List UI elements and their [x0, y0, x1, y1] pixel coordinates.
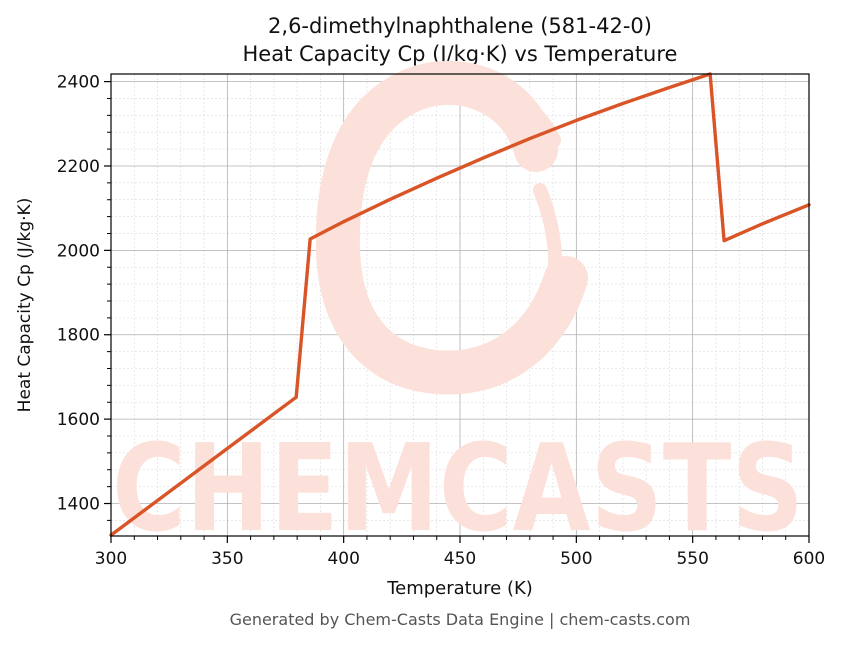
watermark-text: CHEMCASTS	[112, 420, 804, 559]
y-tick-label: 2200	[57, 157, 100, 177]
y-tick-label: 1800	[57, 326, 100, 346]
x-axis-ticks: 300 350 400 450 500 550 600	[95, 536, 825, 569]
y-tick-label: 2400	[57, 73, 100, 93]
data-layer	[109, 72, 811, 537]
chart-title-line1: 2,6-dimethylnaphthalene (581-42-0)	[268, 14, 652, 38]
y-tick-label: 1400	[57, 495, 100, 515]
y-axis-ticks: 1400 1600 1800 2000 2200 2400	[57, 73, 111, 521]
y-axis-label: Heat Capacity Cp (J/kg·K)	[15, 198, 35, 413]
y-tick-label: 2000	[57, 241, 100, 261]
y-tick-label: 1600	[57, 410, 100, 430]
x-tick-label: 600	[793, 549, 825, 569]
footer-credit: Generated by Chem-Casts Data Engine | ch…	[230, 610, 691, 629]
watermark-logo-swirl	[315, 60, 588, 395]
x-tick-label: 350	[211, 549, 243, 569]
x-axis-label: Temperature (K)	[386, 578, 533, 599]
x-tick-label: 400	[327, 549, 359, 569]
x-tick-label: 450	[444, 549, 476, 569]
x-tick-label: 550	[676, 549, 708, 569]
x-tick-label: 300	[95, 549, 127, 569]
x-tick-label: 500	[560, 549, 592, 569]
series-line-1	[109, 72, 811, 537]
